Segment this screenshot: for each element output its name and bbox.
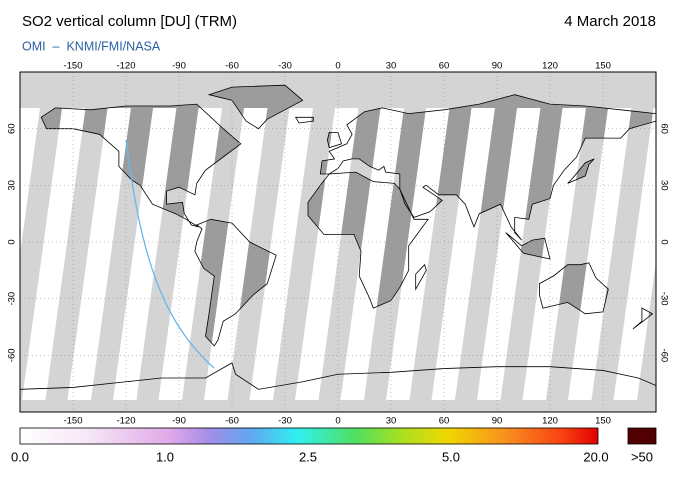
colorbar-label: >50 [631,449,653,464]
lon-tick-label: -120 [116,61,135,72]
colorbar [19,427,599,445]
lon-tick-label: -120 [116,416,135,427]
colorbar-label: 0.0 [11,449,29,464]
lon-tick-label: -60 [225,416,239,427]
map [20,72,656,412]
lon-tick-label: -90 [172,416,186,427]
lat-tick-label: 30 [658,180,669,191]
lon-tick-label: 120 [542,61,558,72]
lon-tick-label: 30 [386,416,397,427]
lon-tick-label: -90 [172,61,186,72]
coastline [40,103,242,228]
lon-tick-label: -150 [63,61,82,72]
trajectory [125,139,215,369]
lat-tick-label: -30 [7,292,18,306]
lat-tick-label: 0 [7,239,18,244]
lat-tick-label: -60 [7,348,18,362]
lon-tick-label: -30 [278,416,292,427]
title: SO2 vertical column [DU] (TRM) [22,13,237,30]
coastline [415,263,427,291]
lat-tick-label: 60 [658,123,669,134]
map-frame [19,71,657,413]
lat-tick-label: 60 [7,123,18,134]
colorbar-overflow [627,427,657,445]
antarctica [20,362,656,390]
coastline [326,132,342,149]
coastline [505,232,551,260]
lon-tick-label: -150 [63,416,82,427]
coastline [207,84,304,130]
lon-tick-label: 0 [335,61,340,72]
lon-tick-label: 30 [386,61,397,72]
colorbar-label: 20.0 [583,449,608,464]
lon-tick-label: -60 [225,61,239,72]
lon-tick-label: 150 [595,61,611,72]
lon-tick-label: 60 [439,416,450,427]
coastline [194,218,277,347]
colorbar-label: 2.5 [299,449,317,464]
lon-tick-label: 0 [335,416,340,427]
coastline [632,307,654,330]
lon-tick-label: 90 [492,416,503,427]
lat-tick-label: 0 [658,239,669,244]
coastlines [20,84,656,390]
colorbar-label: 5.0 [442,449,460,464]
lon-tick-label: 120 [542,416,558,427]
credit: OMI – KNMI/FMI/NASA [22,39,161,53]
lon-tick-label: 150 [595,416,611,427]
lon-tick-label: -30 [278,61,292,72]
colorbar-label: 1.0 [156,449,174,464]
coastline [539,262,609,315]
coastline [294,116,314,124]
lat-tick-label: 30 [7,180,18,191]
lat-tick-label: -30 [658,292,669,306]
lat-tick-label: -60 [658,348,669,362]
coastline [567,158,595,184]
coastline [319,94,656,241]
coastline [307,171,429,309]
lon-tick-label: 90 [492,61,503,72]
date: 4 March 2018 [564,13,656,30]
lon-tick-label: 60 [439,61,450,72]
